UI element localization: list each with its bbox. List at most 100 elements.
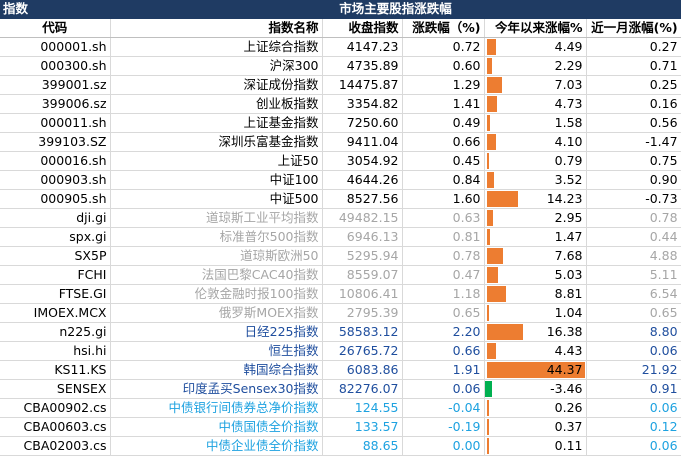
cell-close[interactable]: 4735.89 [322,56,403,76]
cell-ytd[interactable]: 4.73 [484,94,587,114]
cell-code[interactable]: 000001.sh [0,37,111,57]
table-title[interactable]: 市场主要股指涨跌幅 [110,0,681,19]
cell-ytd[interactable]: 4.49 [484,37,587,57]
cell-close[interactable]: 6083.86 [322,360,403,380]
cell-close[interactable]: 124.55 [322,398,403,418]
cell-change[interactable]: 0.45 [402,151,485,171]
header-close[interactable]: 收盘指数 [322,18,403,38]
cell-code[interactable]: hsi.hi [0,341,111,361]
cell-close[interactable]: 8527.56 [322,189,403,209]
cell-month[interactable]: 0.25 [586,75,681,95]
cell-code[interactable]: SX5P [0,246,111,266]
cell-month[interactable]: 21.92 [586,360,681,380]
cell-change[interactable]: 0.66 [402,341,485,361]
cell-code[interactable]: spx.gi [0,227,111,247]
cell-name[interactable]: 伦敦金融时报100指数 [110,284,323,304]
cell-ytd[interactable]: 7.68 [484,246,587,266]
cell-code[interactable]: CBA02003.cs [0,436,111,456]
cell-close[interactable]: 2795.39 [322,303,403,323]
cell-month[interactable]: 4.88 [586,246,681,266]
cell-close[interactable]: 10806.41 [322,284,403,304]
cell-close[interactable]: 58583.12 [322,322,403,342]
cell-name[interactable]: 韩国综合指数 [110,360,323,380]
cell-name[interactable]: 上证50 [110,151,323,171]
cell-name[interactable]: 印度孟买Sensex30指数 [110,379,323,399]
cell-month[interactable]: 0.91 [586,379,681,399]
cell-code[interactable]: CBA00603.cs [0,417,111,437]
cell-change[interactable]: 0.00 [402,436,485,456]
cell-code[interactable]: SENSEX [0,379,111,399]
cell-change[interactable]: 0.49 [402,113,485,133]
cell-change[interactable]: 1.29 [402,75,485,95]
cell-name[interactable]: 恒生指数 [110,341,323,361]
cell-name[interactable]: 中证100 [110,170,323,190]
cell-month[interactable]: 0.06 [586,398,681,418]
cell-change[interactable]: 0.47 [402,265,485,285]
cell-ytd[interactable]: 4.10 [484,132,587,152]
cell-ytd[interactable]: 7.03 [484,75,587,95]
cell-month[interactable]: 0.75 [586,151,681,171]
cell-ytd[interactable]: 1.58 [484,113,587,133]
cell-month[interactable]: -0.73 [586,189,681,209]
cell-close[interactable]: 14475.87 [322,75,403,95]
cell-name[interactable]: 中证500 [110,189,323,209]
cell-month[interactable]: -1.47 [586,132,681,152]
cell-ytd[interactable]: 5.03 [484,265,587,285]
header-change[interactable]: 涨跌幅（%) [402,18,485,38]
cell-name[interactable]: 深圳乐富基金指数 [110,132,323,152]
cell-change[interactable]: 0.78 [402,246,485,266]
cell-name[interactable]: 法国巴黎CAC40指数 [110,265,323,285]
cell-code[interactable]: 399001.sz [0,75,111,95]
cell-close[interactable]: 4644.26 [322,170,403,190]
cell-ytd[interactable]: 3.52 [484,170,587,190]
cell-name[interactable]: 上证基金指数 [110,113,323,133]
cell-code[interactable]: dji.gi [0,208,111,228]
cell-close[interactable]: 5295.94 [322,246,403,266]
cell-name[interactable]: 深证成份指数 [110,75,323,95]
cell-close[interactable]: 133.57 [322,417,403,437]
cell-change[interactable]: 0.66 [402,132,485,152]
cell-name[interactable]: 道琼斯欧洲50 [110,246,323,266]
cell-month[interactable]: 0.78 [586,208,681,228]
cell-name[interactable]: 上证综合指数 [110,37,323,57]
cell-ytd[interactable]: 2.29 [484,56,587,76]
cell-close[interactable]: 8559.07 [322,265,403,285]
cell-name[interactable]: 中债银行间债券总净价指数 [110,398,323,418]
cell-code[interactable]: IMOEX.MCX [0,303,111,323]
cell-code[interactable]: 000300.sh [0,56,111,76]
cell-close[interactable]: 6946.13 [322,227,403,247]
cell-ytd[interactable]: 0.26 [484,398,587,418]
cell-code[interactable]: 000016.sh [0,151,111,171]
cell-change[interactable]: 0.84 [402,170,485,190]
cell-code[interactable]: FTSE.GI [0,284,111,304]
cell-ytd[interactable]: 4.43 [484,341,587,361]
cell-change[interactable]: 1.60 [402,189,485,209]
cell-month[interactable]: 0.65 [586,303,681,323]
cell-month[interactable]: 0.06 [586,436,681,456]
cell-ytd[interactable]: 16.38 [484,322,587,342]
cell-change[interactable]: 1.41 [402,94,485,114]
cell-change[interactable]: 0.72 [402,37,485,57]
cell-month[interactable]: 8.80 [586,322,681,342]
cell-name[interactable]: 俄罗斯MOEX指数 [110,303,323,323]
header-name[interactable]: 指数名称 [110,18,323,38]
cell-code[interactable]: KS11.KS [0,360,111,380]
cell-close[interactable]: 3054.92 [322,151,403,171]
cell-code[interactable]: FCHI [0,265,111,285]
cell-month[interactable]: 0.90 [586,170,681,190]
cell-close[interactable]: 26765.72 [322,341,403,361]
header-code[interactable]: 代码 [0,18,111,38]
cell-ytd[interactable]: 0.11 [484,436,587,456]
cell-code[interactable]: 399103.SZ [0,132,111,152]
cell-close[interactable]: 4147.23 [322,37,403,57]
cell-code[interactable]: 000905.sh [0,189,111,209]
cell-change[interactable]: 1.18 [402,284,485,304]
cell-ytd[interactable]: 44.37 [484,360,587,380]
cell-change[interactable]: 0.06 [402,379,485,399]
cell-name[interactable]: 中债企业债全价指数 [110,436,323,456]
cell-change[interactable]: -0.04 [402,398,485,418]
cell-month[interactable]: 0.06 [586,341,681,361]
cell-close[interactable]: 7250.60 [322,113,403,133]
header-month[interactable]: 近一月涨幅(%) [586,18,681,38]
header-ytd[interactable]: 今年以来涨幅% [484,18,587,38]
